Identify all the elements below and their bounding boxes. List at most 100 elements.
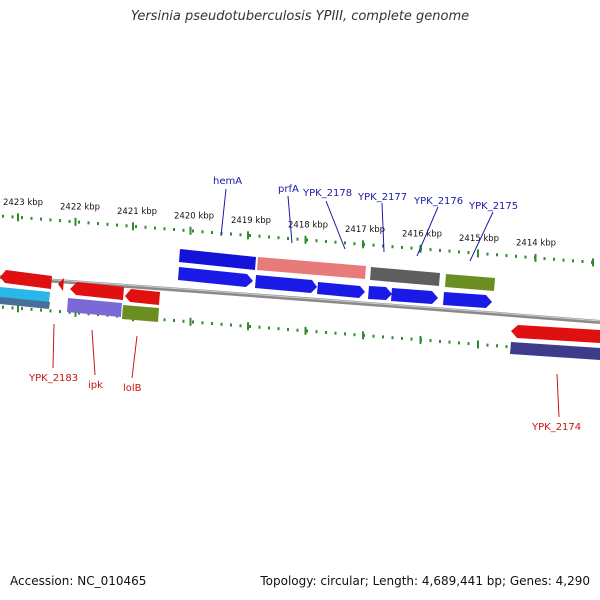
bottom-track-minor-tick [344,332,346,336]
gene-label-YPK_2174[interactable]: YPK_2174 [531,422,581,433]
bottom-track-minor-tick [353,333,356,337]
top-track-minor-tick [68,219,71,223]
gene-label-YPK_2178[interactable]: YPK_2178 [302,188,352,199]
bottom-track-minor-tick [401,336,403,340]
top-track-minor-tick [11,215,14,219]
leader-YPK_2178 [325,200,346,250]
bottom-track-major-tick [74,308,77,317]
gene-block-YPK_2175[interactable] [445,274,495,291]
bottom-track-minor-tick [467,342,470,346]
bottom-track-major-tick [189,317,192,326]
gene-block-lolB[interactable] [122,305,159,322]
top-track-minor-tick [486,252,489,256]
cds-arrow-YPK_2178[interactable] [317,282,365,298]
bottom-track-minor-tick [496,344,498,348]
tick-label: 2422 kbp [60,203,100,213]
top-track-minor-tick [201,230,204,234]
bottom-track-minor-tick [21,307,23,311]
leader-lolB [131,335,138,379]
tick-label: 2423 kbp [3,198,43,208]
cds-arrow-YPK_2175[interactable] [443,292,492,308]
bottom-track-minor-tick [334,331,337,335]
bottom-track-minor-tick [505,345,508,349]
bottom-track-minor-tick [173,319,175,322]
gene-label-YPK_2176[interactable]: YPK_2176 [413,196,463,207]
top-track-major-tick [189,226,192,235]
top-track-minor-tick [125,224,128,228]
bottom-track-minor-tick [372,334,375,338]
gene-block-YPK_2177[interactable] [370,267,440,286]
gene-labels-bottom: YPK_2183 ipk lolB YPK_2174 [28,323,581,433]
top-track-minor-tick [30,216,33,220]
gene-label-YPK_2183[interactable]: YPK_2183 [28,373,78,384]
top-track-minor-tick [467,251,470,255]
genome-backbone-highlight [0,275,600,322]
bottom-track-minor-tick [220,322,223,326]
top-track-minor-tick [296,237,299,241]
leader-YPK_2174 [556,373,560,418]
gene-block-prfA[interactable] [257,257,366,279]
bottom-track-minor-tick [258,325,261,329]
top-track-minor-tick [382,244,384,248]
top-track-minor-tick [401,245,403,249]
top-track-minor-tick [429,248,432,252]
gene-label-lolB[interactable]: lolB [123,383,142,394]
gene-label-YPK_2177[interactable]: YPK_2177 [357,192,407,203]
top-track-minor-tick [572,259,574,263]
gene-label-prfA[interactable]: prfA [278,184,299,195]
bottom-track-minor-tick [68,310,71,314]
top-track-minor-tick [249,234,251,237]
bottom-track-minor-tick [249,325,251,328]
top-track-minor-tick [173,228,175,231]
bottom-track-minor-tick [325,331,327,334]
gene-labels-top: hemA prfA YPK_2178 YPK_2177 YPK_2176 YPK… [213,176,518,262]
tick-labels: 2423 kbp 2422 kbp 2421 kbp 2420 kbp 2419 kbp… [3,198,556,248]
bottom-track-minor-tick [163,318,166,322]
top-track-minor-tick [258,234,261,238]
top-track-minor-tick [306,238,308,242]
gene-block-YPK_2174[interactable] [510,342,600,360]
cds-arrow-prfA[interactable] [255,275,317,293]
bottom-track-minor-tick [268,326,270,330]
gene-block-ipk[interactable] [67,298,122,317]
cds-arrow-YPK_2176[interactable] [391,288,438,304]
gene-arrow-ipk[interactable] [70,282,124,300]
gene-label-ipk[interactable]: ipk [88,380,103,391]
top-track-minor-tick [21,216,23,220]
top-track-minor-tick [505,254,508,258]
bottom-track-minor-tick [211,322,213,325]
cds-arrow-hemA[interactable] [178,267,253,287]
top-track-minor-tick [524,255,527,259]
leader-prfA [287,195,293,244]
top-track-minor-tick [154,226,156,230]
bottom-track-minor-tick [391,336,394,340]
feature-blocks-left [0,270,160,322]
top-track-minor-tick [135,225,137,229]
topology-text: Topology: circular; Length: 4,689,441 bp… [260,574,590,588]
gene-block-hemA[interactable] [179,249,256,270]
top-track-major-tick [362,240,364,249]
accession-text: Accession: NC_010465 [10,574,147,588]
bottom-track-major-tick [419,335,422,344]
gene-label-hemA[interactable]: hemA [213,176,242,187]
gene-arrow-lolB[interactable] [125,289,160,305]
top-track-minor-tick [325,240,327,243]
bottom-track-minor-tick [49,309,52,313]
top-track-minor-tick [182,228,185,232]
gene-arrow-left-2[interactable] [58,278,64,291]
top-track-minor-tick [116,223,118,227]
cds-arrow-YPK_2177[interactable] [368,286,392,300]
bottom-track-minor-tick [410,337,413,341]
gene-arrow-left-1[interactable] [0,270,52,289]
top-track-minor-tick [211,231,213,234]
gene-block-steel[interactable] [0,297,50,309]
tick-label: 2414 kbp [516,238,556,248]
bottom-track-minor-tick [239,324,242,328]
bottom-track-minor-tick [201,321,204,325]
top-track-minor-tick [448,249,451,253]
bottom-track-minor-tick [315,330,318,334]
top-track-minor-tick [353,242,356,246]
gene-label-YPK_2175[interactable]: YPK_2175 [468,201,518,212]
gene-arrow-YPK_2174[interactable] [511,325,600,343]
